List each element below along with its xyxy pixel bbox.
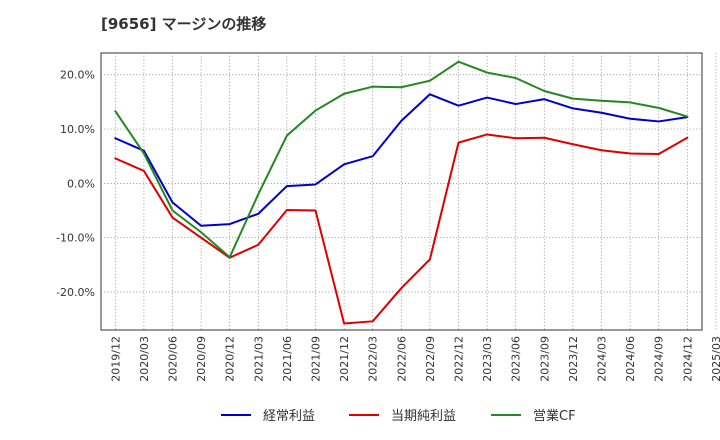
x-tick-label: 2024/06 [624, 336, 637, 382]
x-tick-label: 2023/06 [510, 336, 523, 382]
x-tick-label: 2022/12 [453, 336, 466, 382]
legend-label-2: 当期純利益 [391, 409, 456, 424]
y-tick-label: 20.0% [60, 69, 95, 82]
series-line-1 [114, 93, 689, 227]
x-tick-label: 2022/06 [395, 336, 408, 382]
x-tick-label: 2023/09 [538, 336, 551, 382]
chart-title: [9656] マージンの推移 [101, 15, 267, 33]
series-line-2 [114, 133, 689, 325]
legend-label-3: 営業CF [533, 408, 576, 424]
x-tick-label: 2021/09 [310, 336, 323, 382]
x-tick-label: 2022/09 [424, 336, 437, 382]
legend: 経常利益 当期純利益 営業CF [221, 408, 576, 424]
x-tick-label: 2021/12 [338, 336, 351, 382]
x-tick-label: 2020/03 [138, 336, 151, 382]
x-tick-label: 2025/03 [710, 336, 720, 382]
x-tick-label: 2021/06 [281, 336, 294, 382]
x-tick-label: 2024/09 [653, 336, 666, 382]
x-tick-labels: 2019/12 2020/03 2020/06 2020/09 2020/12 2021/… [109, 336, 720, 382]
y-tick-labels: 20.0% 10.0% 0.0% -10.0% -20.0% [56, 69, 95, 299]
y-tick-label: -20.0% [56, 286, 95, 299]
series-layer [114, 60, 689, 325]
series-line-3 [114, 60, 689, 259]
x-tick-label: 2024/12 [681, 336, 694, 382]
y-tick-label: -10.0% [56, 232, 95, 245]
x-tick-label: 2024/03 [596, 336, 609, 382]
x-tick-label: 2023/12 [567, 336, 580, 382]
x-tick-label: 2021/03 [252, 336, 265, 382]
x-tick-label: 2020/06 [167, 336, 180, 382]
x-tick-label: 2023/03 [481, 336, 494, 382]
x-tick-label: 2020/12 [224, 336, 237, 382]
x-tick-label: 2019/12 [109, 336, 122, 382]
x-tick-label: 2020/09 [195, 336, 208, 382]
y-tick-label: 10.0% [60, 123, 95, 136]
y-tick-label: 0.0% [67, 177, 95, 190]
x-tick-label: 2022/03 [367, 336, 380, 382]
legend-label-1: 経常利益 [263, 409, 315, 424]
